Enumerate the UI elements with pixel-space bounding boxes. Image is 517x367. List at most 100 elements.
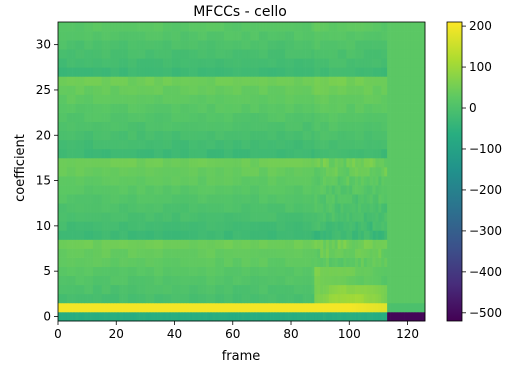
heatmap-cell	[296, 221, 301, 231]
heatmap-cell	[378, 266, 382, 277]
heatmap-cell	[244, 311, 248, 322]
heatmap-cell	[130, 31, 135, 41]
heatmap-cell	[293, 139, 298, 150]
heatmap-cell	[355, 139, 359, 150]
heatmap-cell	[253, 130, 257, 141]
heatmap-cell	[247, 248, 251, 258]
heatmap-cell	[84, 76, 88, 86]
heatmap-cell	[159, 230, 164, 240]
heatmap-cell	[200, 130, 204, 141]
heatmap-cell	[291, 130, 295, 141]
heatmap-cell	[95, 130, 100, 141]
heatmap-cell	[302, 49, 306, 59]
heatmap-cell	[229, 166, 234, 177]
heatmap-cell	[276, 130, 280, 141]
heatmap-cell	[119, 31, 123, 41]
heatmap-cell	[107, 130, 111, 141]
heatmap-cell	[148, 94, 152, 104]
heatmap-cell	[159, 58, 164, 68]
heatmap-cell	[407, 203, 411, 213]
heatmap-cell	[165, 22, 170, 32]
heatmap-cell	[398, 248, 403, 258]
heatmap-cell	[305, 257, 309, 267]
heatmap-cell	[404, 67, 408, 77]
heatmap-cell	[124, 266, 129, 277]
heatmap-cell	[136, 121, 140, 132]
heatmap-cell	[387, 157, 391, 168]
heatmap-cell	[285, 311, 289, 322]
heatmap-cell	[145, 148, 149, 159]
heatmap-cell	[127, 257, 132, 267]
heatmap-cell	[177, 302, 181, 313]
heatmap-cell	[215, 176, 219, 186]
heatmap-cell	[75, 112, 79, 123]
heatmap-cell	[381, 230, 385, 240]
heatmap-cell	[142, 302, 146, 313]
heatmap-cell	[95, 67, 100, 77]
heatmap-cell	[267, 139, 271, 150]
heatmap-cell	[87, 157, 91, 168]
heatmap-cell	[366, 58, 371, 68]
heatmap-cell	[215, 121, 219, 132]
heatmap-cell	[110, 121, 114, 132]
heatmap-cell	[360, 248, 365, 258]
heatmap-cell	[104, 112, 108, 123]
heatmap-cell	[395, 166, 400, 177]
heatmap-cell	[95, 230, 100, 240]
heatmap-cell	[352, 157, 356, 168]
heatmap-cell	[226, 266, 231, 277]
heatmap-cell	[122, 76, 126, 86]
heatmap-cell	[407, 58, 411, 68]
heatmap-cell	[90, 311, 94, 322]
heatmap-cell	[194, 257, 199, 267]
heatmap-cell	[200, 194, 204, 204]
heatmap-cell	[157, 230, 161, 240]
heatmap-cell	[419, 302, 423, 313]
heatmap-cell	[81, 112, 85, 123]
heatmap-cell	[84, 85, 88, 95]
heatmap-cell	[148, 302, 152, 313]
heatmap-cell	[299, 103, 304, 113]
heatmap-cell	[98, 139, 103, 150]
heatmap-cell	[293, 166, 298, 177]
heatmap-cell	[267, 112, 271, 123]
heatmap-cell	[191, 275, 196, 286]
heatmap-cell	[142, 148, 146, 159]
heatmap-cell	[413, 185, 417, 195]
heatmap-cell	[369, 112, 373, 123]
heatmap-cell	[69, 58, 73, 68]
heatmap-cell	[66, 31, 70, 41]
heatmap-cell	[363, 248, 368, 258]
heatmap-cell	[148, 130, 152, 141]
heatmap-cell	[189, 257, 193, 267]
heatmap-cell	[258, 112, 263, 123]
heatmap-cell	[311, 194, 315, 204]
heatmap-cell	[375, 311, 379, 322]
heatmap-cell	[212, 139, 216, 150]
heatmap-cell	[314, 94, 318, 104]
heatmap-cell	[168, 76, 172, 86]
heatmap-cell	[244, 284, 248, 295]
heatmap-cell	[206, 103, 210, 113]
heatmap-cell	[148, 194, 152, 204]
heatmap-cell	[174, 157, 178, 168]
heatmap-cell	[130, 185, 135, 195]
heatmap-cell	[360, 176, 365, 186]
heatmap-cell	[60, 194, 65, 204]
heatmap-cell	[390, 194, 394, 204]
heatmap-cell	[416, 121, 420, 132]
heatmap-cell	[148, 148, 152, 159]
heatmap-cell	[340, 275, 344, 286]
heatmap-cell	[398, 58, 403, 68]
heatmap-cell	[282, 284, 286, 295]
heatmap-cell	[331, 194, 336, 204]
heatmap-cell	[200, 85, 204, 95]
heatmap-cell	[314, 40, 318, 50]
heatmap-cell	[258, 302, 263, 313]
heatmap-cell	[279, 139, 283, 150]
heatmap-cell	[142, 176, 146, 186]
heatmap-cell	[139, 31, 143, 41]
heatmap-cell	[346, 157, 350, 168]
heatmap-cell	[375, 157, 379, 168]
heatmap-cell	[174, 40, 178, 50]
